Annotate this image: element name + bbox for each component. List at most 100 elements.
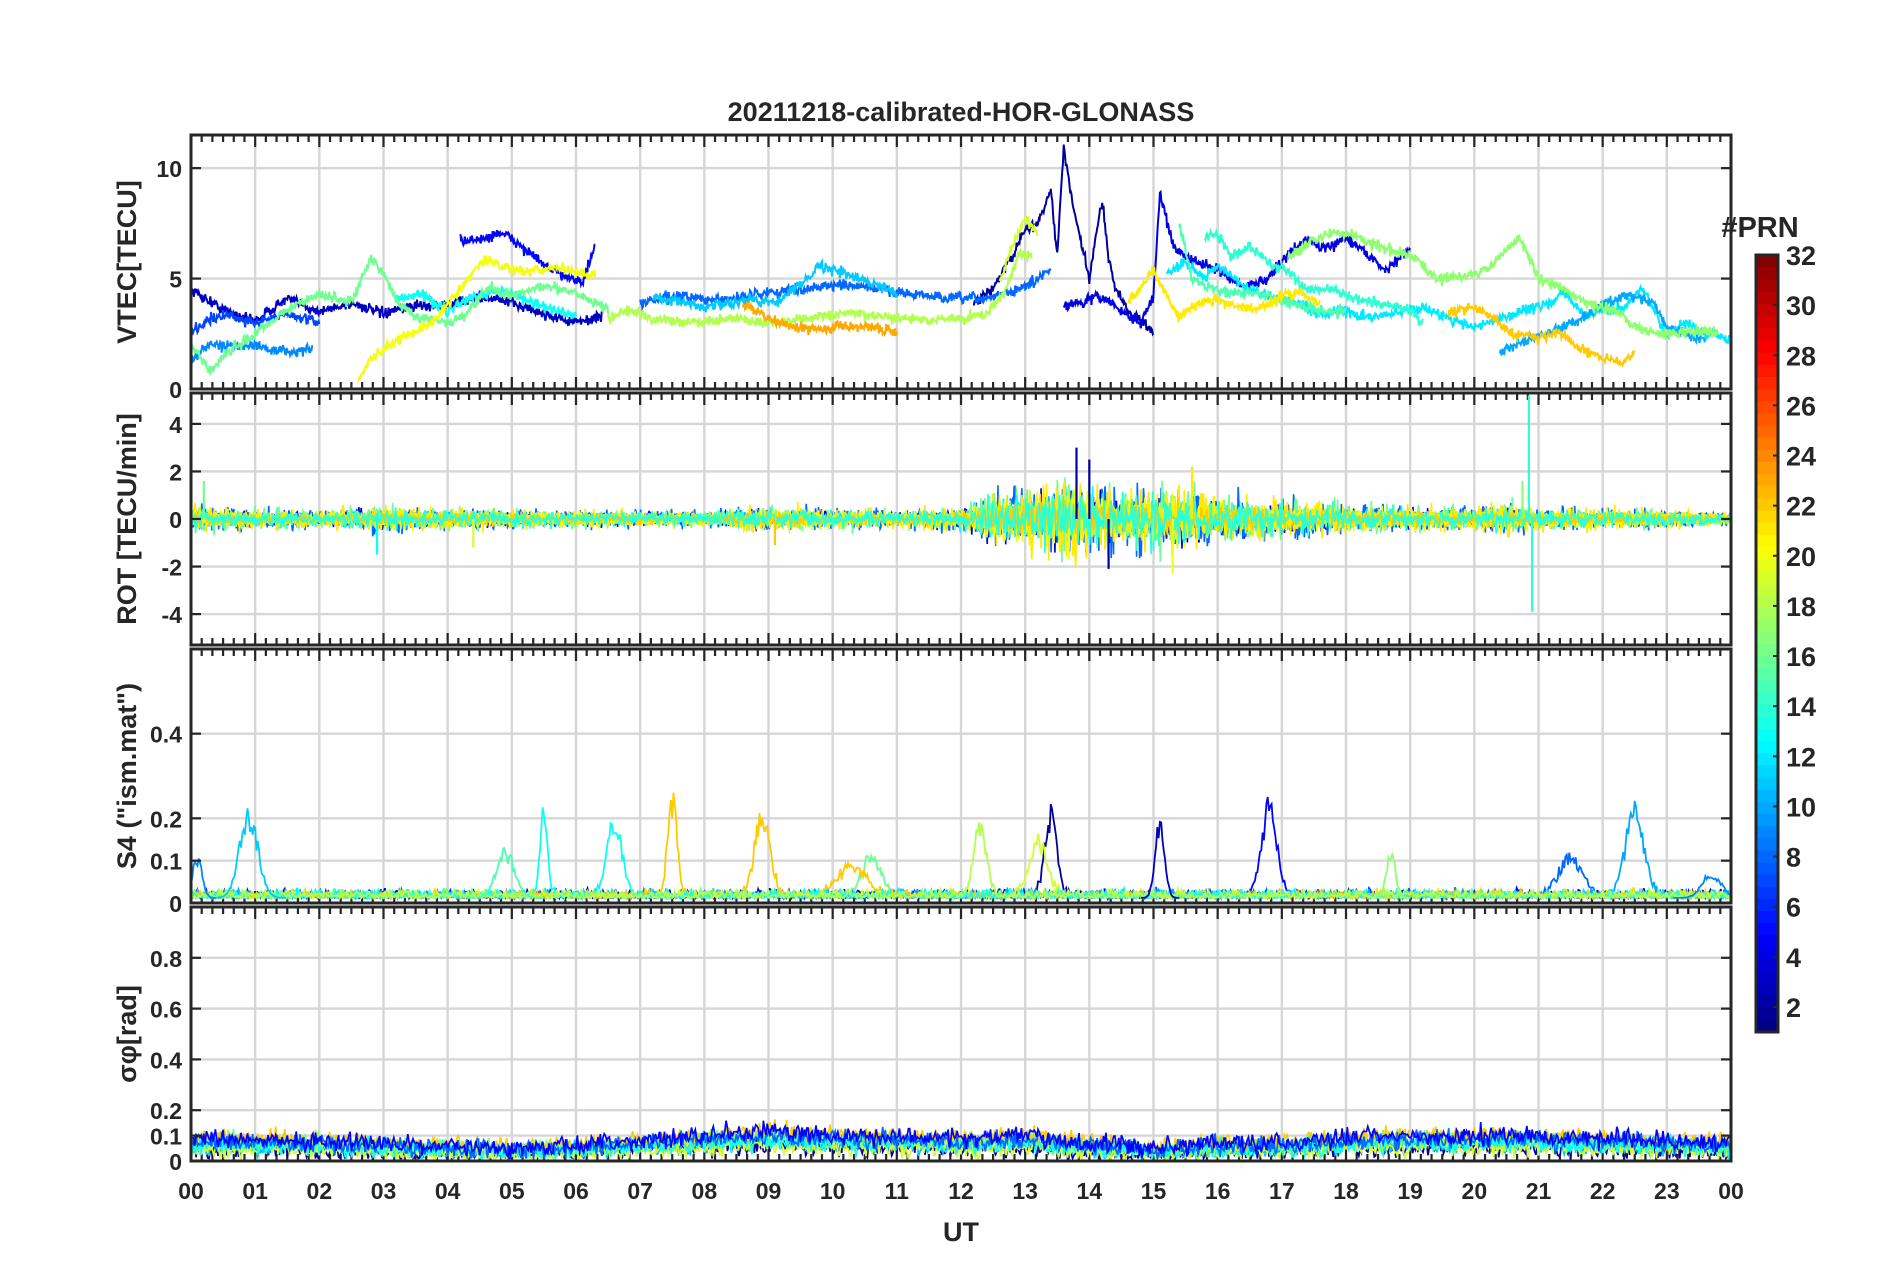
colorbar-segment [1756,971,1778,985]
s4-ylabel: S4 ("ism.mat") [112,683,142,869]
colorbar-segment [1756,485,1778,499]
x-tick-label: 08 [692,1178,718,1204]
colorbar-tick-label: 2 [1786,993,1801,1023]
sigphi-ytick-label: 0.1 [150,1124,182,1150]
colorbar-segment [1756,764,1778,778]
sigphi-ytick-label: 0.6 [150,997,182,1023]
rot-ytick-label: 2 [169,459,182,485]
vtec-series-prn-11 [652,258,898,313]
sigphi-series-prn-5 [191,1120,1731,1159]
colorbar-segment [1756,388,1778,402]
s4-series-prn-11 [210,808,286,899]
colorbar-segment [1756,862,1778,875]
colorbar-tick-label: 12 [1786,742,1816,772]
x-tick-label: 21 [1526,1178,1552,1204]
colorbar-segment [1756,813,1778,827]
colorbar-segment [1756,267,1778,280]
s4-grid [189,649,1733,905]
colorbar-tick-label: 22 [1786,492,1816,522]
s4-ytick-label: 0.1 [150,849,182,875]
sigphi-ytick-label: 0.2 [150,1098,182,1124]
colorbar-segment [1756,376,1778,390]
vtec-ytick-label: 5 [169,267,182,293]
colorbar-segment [1756,534,1778,547]
colorbar-segment [1756,546,1778,560]
x-tick-label: 01 [242,1178,268,1204]
colorbar-segment [1756,437,1778,450]
x-tick-label: 22 [1590,1178,1616,1204]
s4-lines [191,792,1731,902]
vtec-ytick-label: 0 [169,377,182,403]
vtec-series-prn-21 [1127,264,1322,323]
s4-frame [189,647,1733,905]
vtec-series-prn-10 [1499,291,1706,356]
colorbar-segment [1756,619,1778,632]
colorbar-tick-label: 14 [1786,692,1816,722]
colorbar-segment [1756,789,1778,802]
colorbar-segment [1756,922,1778,936]
sigphi-yticks: 00.10.2 0.4 0.6 0.8 [150,946,1731,1175]
vtec-ytick-label: 10 [156,156,182,182]
colorbar-segment [1756,291,1778,305]
vtec-series-prn-23 [741,301,898,338]
colorbar-tick-label: 10 [1786,792,1816,822]
s4-series-prn-9 [1673,873,1731,899]
sigphi-ylabel: σφ[rad] [112,985,142,1083]
colorbar-segment [1756,509,1778,523]
sigphi-ytick-label: 0.8 [150,946,182,972]
x-tick-label: 03 [371,1178,397,1204]
x-tick-label: 20 [1462,1178,1488,1204]
colorbar-segment [1756,607,1778,620]
colorbar-segment [1756,400,1778,414]
x-axis-label: UT [943,1217,979,1247]
colorbar-segment [1756,959,1778,972]
x-tick-labels: 00 01 02 03 04 05 06 07 08 09 10 11 12 13 14 15 16 17 18 19… [178,1178,1744,1204]
s4-yticks: 0 0.1 0.2 0.4 [150,722,1731,917]
colorbar-segment [1756,558,1778,572]
rot-series-prn-14 [191,491,1731,555]
colorbar-segment [1756,910,1778,924]
colorbar-tick-label: 16 [1786,642,1816,672]
x-tick-label: 02 [307,1178,333,1204]
vtec-series-prn-18 [607,246,1033,330]
s4-series-prn-17 [1371,851,1411,899]
x-tick-label: 13 [1012,1178,1038,1204]
rot-lines [191,395,1731,612]
rot-frame [189,391,1733,647]
colorbar-segment [1756,497,1778,511]
rot-ylabel: ROT [TECU/min] [112,413,142,624]
rot-yticks: -4 -2 0 2 4 [162,412,1731,628]
vtec-grid [189,135,1733,391]
vtec-series-prn-7 [191,308,321,337]
colorbar-frame [1754,253,1780,1034]
s4-ytick-label: 0 [169,891,182,917]
rot-ytick-label: 4 [169,412,182,438]
colorbar-segment [1756,412,1778,426]
vtec-lines [191,144,1731,383]
sigphi-frame [189,905,1733,1163]
x-tick-label: 11 [885,1178,910,1204]
x-tick-label: 00 [1718,1178,1744,1204]
colorbar-segment [1756,1019,1778,1033]
colorbar-segment [1756,473,1778,487]
colorbar-segment [1756,934,1778,948]
sigphi-lines [191,1119,1731,1161]
colorbar-segment [1756,255,1778,268]
x-tick-label: 04 [435,1178,461,1204]
x-tick-label: 14 [1077,1178,1103,1204]
rot-ytick-label: -4 [162,602,183,628]
panel-vtec: 0 5 10 VTEC[TECU] [112,133,1733,403]
colorbar-segment [1756,461,1778,475]
colorbar-segment [1756,303,1778,317]
colorbar-segment [1756,837,1778,851]
colorbar-tick-label: 8 [1786,843,1801,873]
colorbar-segment [1756,570,1778,584]
colorbar-segment [1756,643,1778,657]
vtec-series-prn-5 [459,229,596,289]
x-tick-label: 07 [627,1178,653,1204]
x-tick-label: 18 [1333,1178,1359,1204]
colorbar-segment [1756,327,1778,341]
vtec-series-prn-14 [1203,227,1424,327]
